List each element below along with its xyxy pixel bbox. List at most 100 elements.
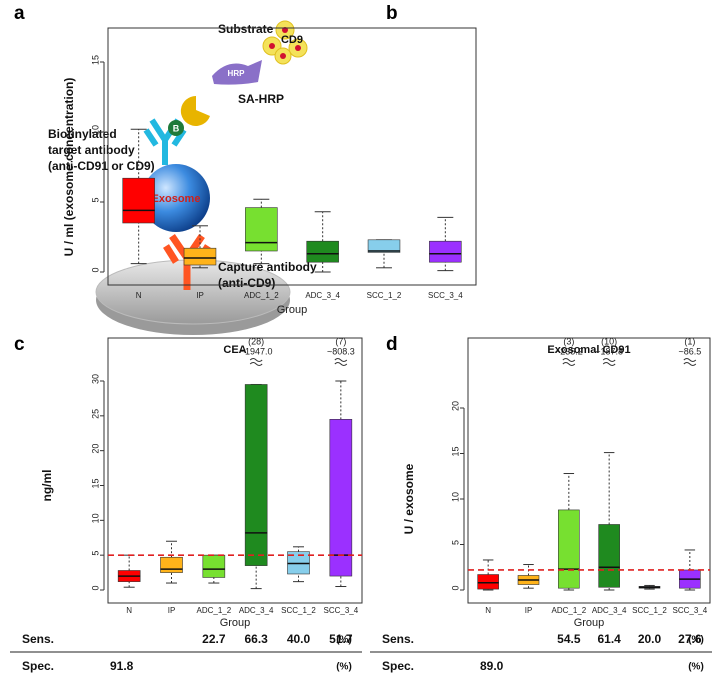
spec-label: Spec. <box>22 659 54 673</box>
x-tick-label: ADC_1_2 <box>244 291 279 300</box>
x-tick-label: N <box>485 606 491 615</box>
sens-value: 20.0 <box>638 632 662 646</box>
spec-label: Spec. <box>382 659 414 673</box>
spec-value: 89.0 <box>480 659 504 673</box>
sens-value: 27.6 <box>678 632 702 646</box>
x-tick-label: IP <box>168 606 176 615</box>
capture-antibody-label: (anti-CD9) <box>218 276 275 290</box>
axis-break <box>334 358 348 366</box>
outlier-max: ~1947.0 <box>240 346 273 356</box>
box <box>306 240 339 263</box>
unit: (%) <box>336 635 352 646</box>
box <box>477 574 499 590</box>
sens-value: 66.3 <box>244 632 268 646</box>
x-tick-label: ADC_3_4 <box>305 291 340 300</box>
y-tick-label: 10 <box>90 125 100 135</box>
outlier-count: (28) <box>248 336 264 346</box>
sens-label: Sens. <box>22 632 54 646</box>
box <box>329 419 353 577</box>
y-tick-label: 20 <box>450 401 460 411</box>
unit: (%) <box>688 662 704 673</box>
box <box>245 207 278 252</box>
x-tick-label: ADC_1_2 <box>196 606 231 615</box>
y-tick-label: 25 <box>90 409 100 419</box>
y-tick-label: 15 <box>90 478 100 488</box>
x-axis-label: Group <box>574 617 605 629</box>
x-tick-label: ADC_1_2 <box>551 606 586 615</box>
biotin-label: B <box>173 123 180 133</box>
y-tick-label: 10 <box>90 513 100 523</box>
plot-frame <box>467 337 711 604</box>
y-tick-label: 15 <box>450 446 460 456</box>
panel-letter: c <box>14 334 25 355</box>
box <box>598 524 620 588</box>
y-axis-label: U / ml (exosome concentration) <box>62 78 76 257</box>
box <box>160 556 183 573</box>
hrp-icon <box>212 60 262 85</box>
y-tick-label: 5 <box>90 551 100 556</box>
x-axis-label: Group <box>220 617 251 629</box>
outlier-max: ~808.3 <box>327 346 355 356</box>
capture-antibody-label: Capture antibody <box>218 260 317 274</box>
box <box>122 177 155 224</box>
panel-letter: b <box>386 3 398 24</box>
sens-value: 51.7 <box>329 632 353 646</box>
outlier-max: ~187.8 <box>595 346 623 356</box>
y-tick-label: 0 <box>90 267 100 272</box>
target-antibody-label: target antibody <box>48 143 135 157</box>
substrate-label: Substrate <box>218 22 274 36</box>
axis-break <box>602 358 616 366</box>
x-tick-label: SCC_1_2 <box>367 291 402 300</box>
box <box>183 247 217 266</box>
outlier-max: ~86.5 <box>678 346 701 356</box>
panel-letter: a <box>14 3 25 24</box>
chart-title: CEA <box>223 344 246 356</box>
x-tick-label: ADC_3_4 <box>592 606 627 615</box>
plot-frame <box>107 337 363 604</box>
outlier-count: (10) <box>601 336 617 346</box>
hrp-label: HRP <box>228 69 246 78</box>
panel-letter: d <box>386 334 398 355</box>
y-tick-label: 10 <box>450 492 460 502</box>
substrate-icon <box>262 20 308 65</box>
target-antibody-label: Biotinylated <box>48 127 117 141</box>
plot-frame <box>107 27 477 286</box>
sa-hrp-label: SA-HRP <box>238 92 284 106</box>
box <box>244 384 268 566</box>
box <box>367 239 401 253</box>
outlier-count: (3) <box>563 336 574 346</box>
box <box>429 240 462 263</box>
y-tick-label: 20 <box>90 444 100 454</box>
unit: (%) <box>688 635 704 646</box>
y-tick-label: 0 <box>450 585 460 590</box>
x-tick-label: SCC_1_2 <box>281 606 316 615</box>
x-tick-label: IP <box>196 291 204 300</box>
y-tick-label: 5 <box>450 540 460 545</box>
y-tick-label: 15 <box>90 55 100 65</box>
x-tick-label: SCC_3_4 <box>323 606 358 615</box>
y-tick-label: 5 <box>90 197 100 202</box>
y-axis-label: U / exosome <box>402 463 416 534</box>
sens-value: 54.5 <box>557 632 581 646</box>
outlier-max: ~235.2 <box>555 346 583 356</box>
x-tick-label: N <box>126 606 132 615</box>
target-antibody-label: (anti-CD91 or CD9) <box>48 159 155 173</box>
axis-break <box>683 358 697 366</box>
unit: (%) <box>336 662 352 673</box>
sens-value: 61.4 <box>597 632 621 646</box>
chart-title: CD9 <box>281 34 303 46</box>
x-tick-label: IP <box>525 606 533 615</box>
sens-label: Sens. <box>382 632 414 646</box>
x-axis-label: Group <box>277 304 308 316</box>
sens-value: 40.0 <box>287 632 311 646</box>
biotin-icon <box>168 120 184 136</box>
sens-value: 22.7 <box>202 632 226 646</box>
x-tick-label: SCC_3_4 <box>428 291 463 300</box>
y-axis-label: ng/ml <box>40 470 54 502</box>
x-tick-label: ADC_3_4 <box>239 606 274 615</box>
streptavidin-icon <box>180 95 210 126</box>
box <box>202 554 226 578</box>
x-tick-label: SCC_3_4 <box>672 606 707 615</box>
